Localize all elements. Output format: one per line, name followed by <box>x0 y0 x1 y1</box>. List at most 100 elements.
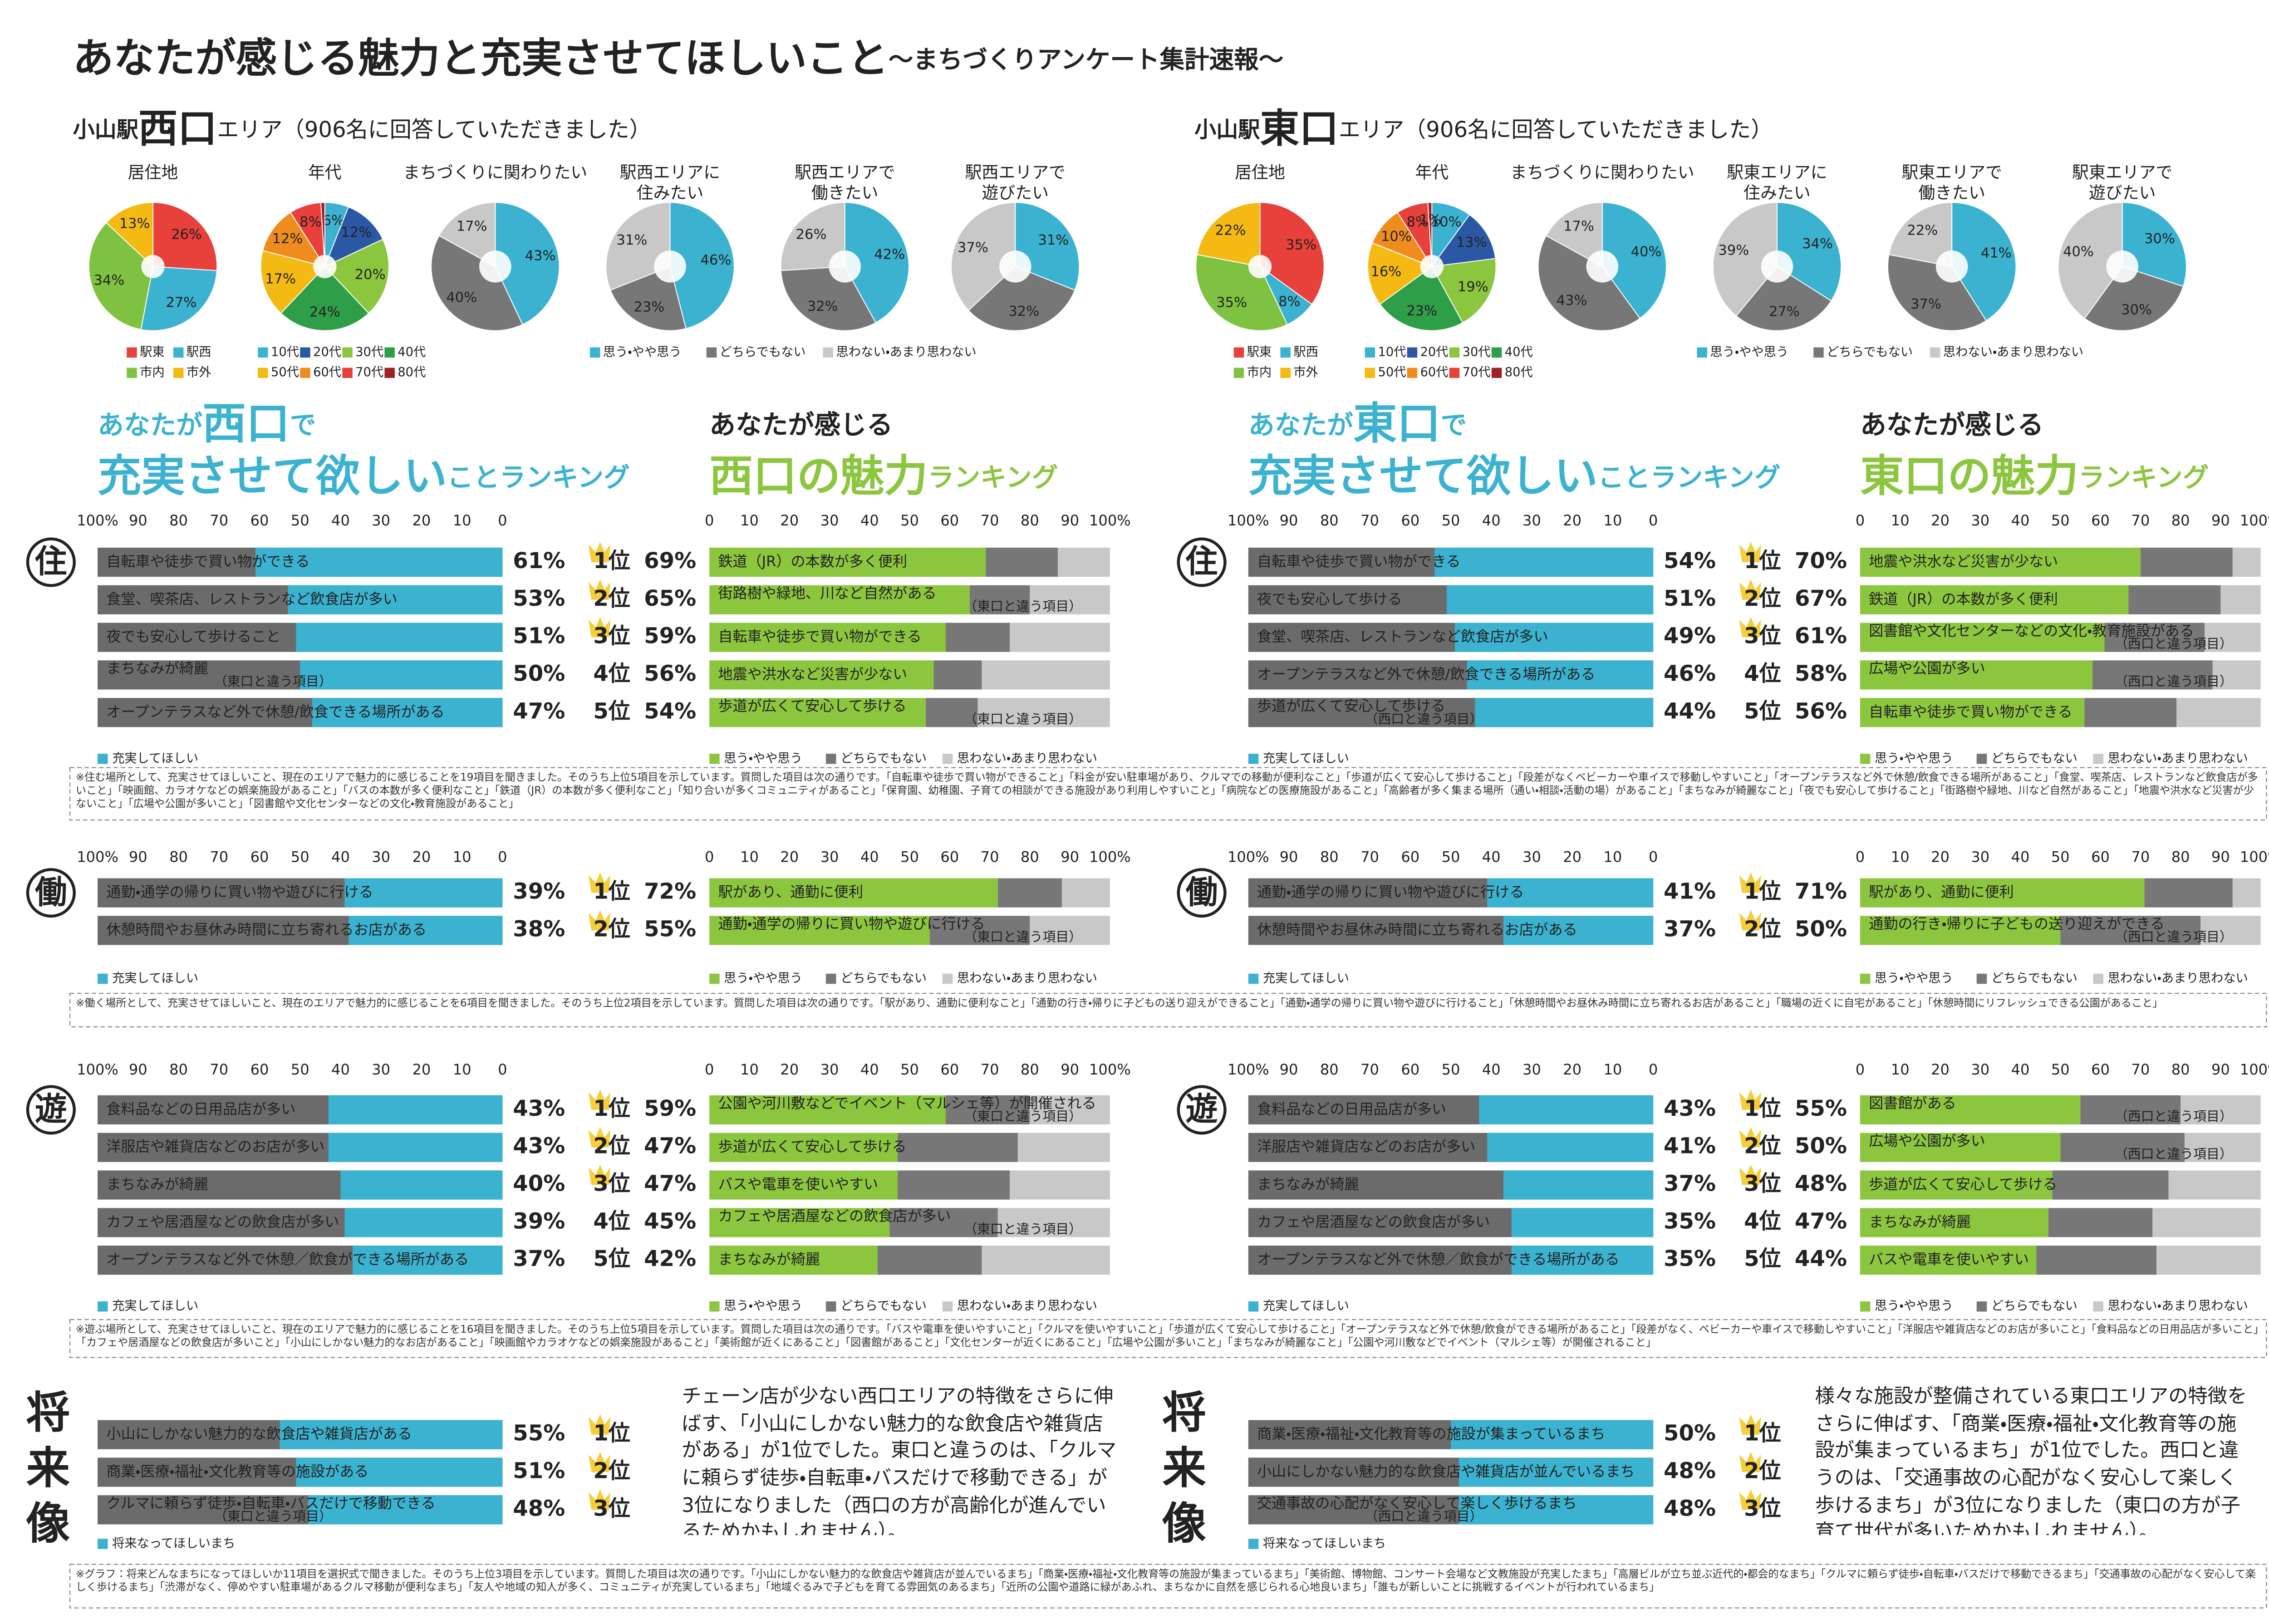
legend-label: 60代 <box>313 365 341 379</box>
legend-swatch <box>706 347 717 358</box>
legend-swatch <box>1248 973 1259 984</box>
pie-icon <box>654 250 686 283</box>
legend-swatch <box>1280 368 1291 378</box>
legend-swatch <box>1248 1301 1259 1312</box>
want-tick-label: 90 <box>129 849 147 866</box>
want-bar <box>328 1133 503 1162</box>
want-value-label: 49% <box>1664 623 1716 649</box>
pie-slice <box>605 202 671 291</box>
legend-label: 10代 <box>1378 345 1406 359</box>
item-note: （東口と違う項目） <box>964 929 1082 945</box>
heading-part: 充実させて欲しい <box>1248 451 1598 501</box>
legend-label: 20代 <box>313 345 341 359</box>
pie-title: まちづくりに関わりたい <box>403 162 587 182</box>
want-value-label: 37% <box>513 1246 565 1271</box>
want-value-label: 35% <box>1664 1208 1716 1234</box>
attraction-bar <box>2184 1133 2261 1162</box>
pie-value-label: 31% <box>617 232 648 248</box>
footnote-box: ※働く場所として、充実させてほしいこと、現在のエリアで魅力的に感じることを6項目… <box>76 996 2163 1010</box>
rank-label: 3位 <box>593 1496 630 1521</box>
attraction-value-label: 44% <box>1795 1246 1847 1271</box>
pie-value-label: 23% <box>1406 303 1437 319</box>
legend-label: どちらでもない <box>840 751 927 765</box>
want-tick-label: 90 <box>129 512 147 529</box>
want-value-label: 55% <box>513 1421 565 1446</box>
legend-swatch <box>1233 347 1244 358</box>
heading-part: 東口の魅力 <box>1860 451 2078 501</box>
want-bar <box>1454 623 1654 652</box>
attraction-bar <box>1860 660 2092 690</box>
area-header: 小山駅東口エリア（906名に回答していただきました） <box>1194 106 1773 152</box>
item-note: （東口と違う項目） <box>964 1221 1082 1236</box>
rank-label: 2位 <box>1744 1458 1781 1484</box>
section-badge <box>26 868 76 918</box>
attraction-tick-label: 60 <box>2091 1061 2110 1078</box>
attraction-heading: 東口の魅力ランキング <box>1860 451 2209 501</box>
pie-slice <box>1601 202 1667 319</box>
want-tick-label: 20 <box>413 1061 431 1078</box>
rank-crown <box>588 1414 610 1435</box>
legend-label: 思わない・あまり思わない <box>957 751 1097 765</box>
attraction-tick-label: 40 <box>860 512 879 529</box>
legend-label: 充実してほしい <box>112 751 198 765</box>
item-note: （東口と違う項目） <box>964 599 1082 614</box>
attraction-bar <box>1860 547 2141 577</box>
future-text-box: チェーン店が少ない西口エリアの特徴をさらに伸ばす、「小山にしかない魅力的な飲食店… <box>682 1385 1116 1536</box>
want-tick-label: 80 <box>1320 512 1339 529</box>
rank-label: 5位 <box>593 1246 630 1271</box>
legend-label: 思わない・あまり思わない <box>2108 1299 2248 1313</box>
rank-crown <box>1739 1452 1761 1472</box>
item-label: 自転車や徒歩で買い物ができる <box>106 553 309 570</box>
want-tick-label: 60 <box>250 849 269 866</box>
rank-crown <box>588 1164 610 1185</box>
pie-value-label: 22% <box>1907 223 1938 239</box>
legend-label: 70代 <box>1463 365 1491 379</box>
pie-slice <box>1545 202 1603 268</box>
attraction-value-label: 56% <box>1795 698 1847 724</box>
pie-slice <box>669 202 735 329</box>
want-tick-label: 50 <box>291 512 309 529</box>
item-label: カフェや居酒屋などの飲食店が多い <box>1257 1213 1490 1230</box>
want-value-label: 40% <box>513 1171 565 1197</box>
rank-crown <box>1739 579 1761 600</box>
section-badge <box>1177 868 1227 918</box>
attraction-tick-label: 100% <box>1089 512 1131 529</box>
want-value-label: 53% <box>513 586 565 611</box>
item-note: （東口と違う項目） <box>964 711 1082 726</box>
pie-value-label: 30% <box>2144 231 2175 247</box>
pie-value-label: 40% <box>1631 244 1662 260</box>
pie-value-label: 42% <box>874 247 905 263</box>
attraction-bar <box>2156 1246 2261 1275</box>
future-kanji: 像 <box>1162 1498 1206 1549</box>
legend-swatch <box>2093 754 2103 764</box>
legend-swatch <box>173 347 184 358</box>
attraction-tick-label: 90 <box>2211 849 2230 866</box>
item-label: 夜でも安心して歩ける <box>1257 590 1402 608</box>
want-bar <box>312 698 503 727</box>
pie-slice <box>1367 242 1433 305</box>
legend-swatch <box>258 347 268 358</box>
want-value-label: 47% <box>513 698 565 724</box>
want-value-label: 51% <box>513 623 565 649</box>
want-tick-label: 10 <box>453 512 471 529</box>
want-tick-label: 80 <box>169 849 188 866</box>
attraction-tick-label: 10 <box>1891 849 1910 866</box>
item-label: カフェや居酒屋などの飲食店が多い <box>106 1213 339 1230</box>
want-bar <box>1487 1133 1654 1162</box>
legend-label: 思わない・あまり思わない <box>2108 971 2248 986</box>
attraction-bar <box>709 916 930 945</box>
attraction-tick-label: 30 <box>1971 1061 1989 1078</box>
item-label: 歩道が広くて安心して歩ける <box>1257 697 1445 714</box>
legend-swatch <box>825 754 836 764</box>
want-tick-label: 100% <box>1228 849 1269 866</box>
item-label: バスや電車を使いやすい <box>1869 1251 2029 1268</box>
legend-label: 充実してほしい <box>1263 751 1349 765</box>
attraction-bar <box>898 1133 1018 1162</box>
want-bar <box>308 1495 503 1525</box>
attraction-bar <box>1860 1208 2048 1237</box>
item-label: 小山にしかない魅力的な飲食店や雑貨店が並んでいるまち <box>1257 1463 1635 1480</box>
want-tick-label: 10 <box>1604 1061 1622 1078</box>
want-tick-label: 30 <box>372 849 390 866</box>
pie-slice <box>1431 202 1470 268</box>
rank-label: 2位 <box>593 1458 630 1484</box>
